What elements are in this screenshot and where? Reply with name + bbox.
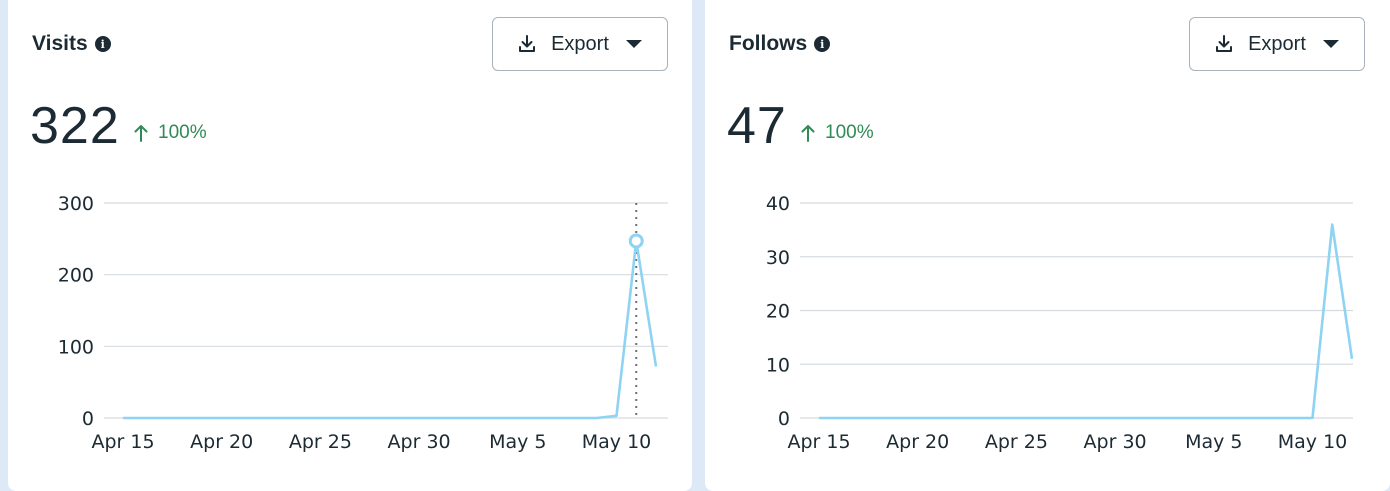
y-tick-label: 40 [766, 193, 790, 215]
export-label: Export [1248, 32, 1306, 55]
x-tick-label: Apr 25 [289, 431, 352, 453]
visits-line-chart: 0 100 200 300 Apr 15 Apr 20 Apr 25 Apr 30 May 5 M… [58, 193, 668, 453]
x-tick-label: Apr 30 [1084, 431, 1147, 453]
y-tick-label: 0 [82, 408, 94, 430]
y-tick-label: 10 [766, 354, 790, 376]
x-tick-label: May 10 [1278, 431, 1348, 453]
x-tick-label: Apr 20 [886, 431, 949, 453]
download-icon [1214, 34, 1234, 54]
info-icon[interactable]: i [94, 36, 111, 52]
visits-delta: 100% [134, 122, 207, 144]
follows-title: Follows [729, 32, 808, 55]
x-tick-label: Apr 15 [91, 431, 154, 453]
visits-title-wrap: Visits i [32, 32, 111, 56]
visits-delta-value: 100% [158, 122, 207, 143]
y-tick-label: 20 [766, 301, 790, 323]
visits-title: Visits [32, 32, 88, 55]
follows-delta: 100% [801, 122, 874, 144]
follows-delta-value: 100% [825, 122, 874, 143]
y-tick-label: 0 [778, 408, 790, 430]
x-tick-label: Apr 25 [985, 431, 1048, 453]
y-tick-label: 30 [766, 247, 790, 269]
x-tick-label: May 5 [1185, 431, 1242, 453]
x-tick-label: Apr 30 [388, 431, 451, 453]
highlight-point [628, 233, 644, 249]
visits-total-value: 322 [30, 97, 120, 155]
arrow-up-icon [134, 124, 148, 142]
visits-export-button[interactable]: Export [492, 17, 668, 71]
follows-line-chart: 0 10 20 30 40 Apr 15 Apr 20 Apr 25 Apr 30 May 5 Ma… [766, 193, 1354, 453]
download-icon [517, 34, 537, 54]
series-line [819, 223, 1354, 420]
follows-total-value: 47 [727, 97, 787, 155]
arrow-up-icon [801, 124, 815, 142]
export-label: Export [551, 32, 609, 55]
follows-export-button[interactable]: Export [1189, 17, 1365, 71]
caret-down-icon [625, 38, 643, 50]
x-tick-label: May 5 [489, 431, 546, 453]
y-tick-label: 200 [58, 265, 94, 287]
caret-down-icon [1322, 38, 1340, 50]
x-tick-label: Apr 15 [787, 431, 850, 453]
y-tick-label: 100 [58, 336, 94, 358]
series-line [123, 239, 658, 420]
visits-card: Visits i Export 322 100% 0 100 200 300 Apr 1… [8, 0, 692, 491]
x-tick-label: Apr 20 [190, 431, 253, 453]
y-tick-label: 300 [58, 193, 94, 215]
follows-title-wrap: Follows i [729, 32, 831, 56]
x-tick-label: May 10 [582, 431, 652, 453]
follows-card: Follows i Export 47 100% 0 10 20 30 40 Apr 15… [705, 0, 1390, 491]
info-icon[interactable]: i [814, 36, 831, 52]
